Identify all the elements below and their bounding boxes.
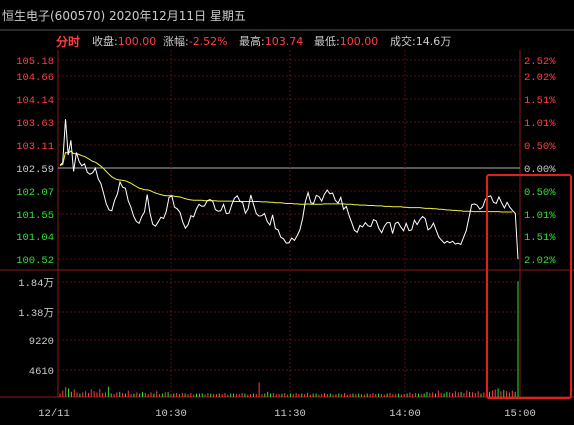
highlight-box (486, 174, 572, 399)
low-field: 最低:100.00 (314, 33, 378, 49)
price-tick-label: 104.14 (16, 95, 54, 107)
info-bar: 分时 收盘:100.00 涨幅:-2.52% 最高:103.74 最低:100.… (0, 30, 574, 50)
high-label: 最高: (239, 35, 265, 48)
price-tick-label: 102.59 (16, 164, 54, 176)
pct-tick-label: 2.52% (524, 56, 556, 68)
pct-tick-label: 1.01% (524, 118, 556, 130)
pct-tick-label: 1.51% (524, 232, 556, 244)
tab-intraday[interactable]: 分时 (56, 35, 81, 49)
close-value: 100.00 (117, 35, 157, 48)
pct-tick-label: 2.02% (524, 255, 556, 267)
pct-tick-label: 1.51% (524, 95, 556, 107)
volume-label: 成交: (390, 35, 416, 48)
stock-title: 恒生电子(600570) 2020年12月11日 星期五 (2, 9, 246, 23)
volume-tick-label: 1.38万 (18, 308, 54, 320)
volume-tick-label: 1.84万 (18, 278, 54, 290)
volume-field: 成交:14.6万 (390, 33, 451, 49)
time-tick-label: 10:30 (155, 408, 187, 420)
pct-tick-label: 0.50% (524, 187, 556, 199)
close-label: 收盘: (92, 35, 118, 48)
pct-tick-label: 0.50% (524, 141, 556, 153)
time-tick-label: 15:00 (504, 408, 536, 420)
change-field: 涨幅:-2.52% (163, 33, 228, 49)
price-tick-label: 100.52 (16, 255, 54, 267)
volume-tick-label: 4610 (29, 366, 54, 378)
time-tick-label: 11:30 (274, 408, 306, 420)
price-line (59, 119, 519, 260)
change-value: -2.52% (188, 35, 228, 48)
price-tick-label: 101.55 (16, 210, 54, 222)
change-label: 涨幅: (163, 35, 189, 48)
pct-tick-label: 0.00% (524, 164, 556, 176)
low-label: 最低: (314, 35, 340, 48)
time-tick-label: 14:00 (389, 408, 421, 420)
price-tick-label: 105.18 (16, 56, 54, 68)
high-field: 最高:103.74 (239, 33, 303, 49)
price-tick-label: 104.66 (16, 72, 54, 84)
low-value: 100.00 (339, 35, 379, 48)
title-bar: 恒生电子(600570) 2020年12月11日 星期五 (0, 0, 574, 28)
close-field: 收盘:100.00 (92, 33, 156, 49)
volume-value: 14.6万 (415, 35, 452, 48)
volume-tick-label: 9220 (29, 336, 54, 348)
price-tick-label: 103.63 (16, 118, 54, 130)
price-tick-label: 103.11 (16, 141, 54, 153)
high-value: 103.74 (264, 35, 304, 48)
pct-tick-label: 2.02% (524, 72, 556, 84)
average-price-line (59, 150, 513, 213)
pct-tick-label: 1.01% (524, 210, 556, 222)
price-tick-label: 102.07 (16, 187, 54, 199)
price-tick-label: 101.04 (16, 232, 54, 244)
time-tick-label: 12/11 (38, 408, 70, 420)
